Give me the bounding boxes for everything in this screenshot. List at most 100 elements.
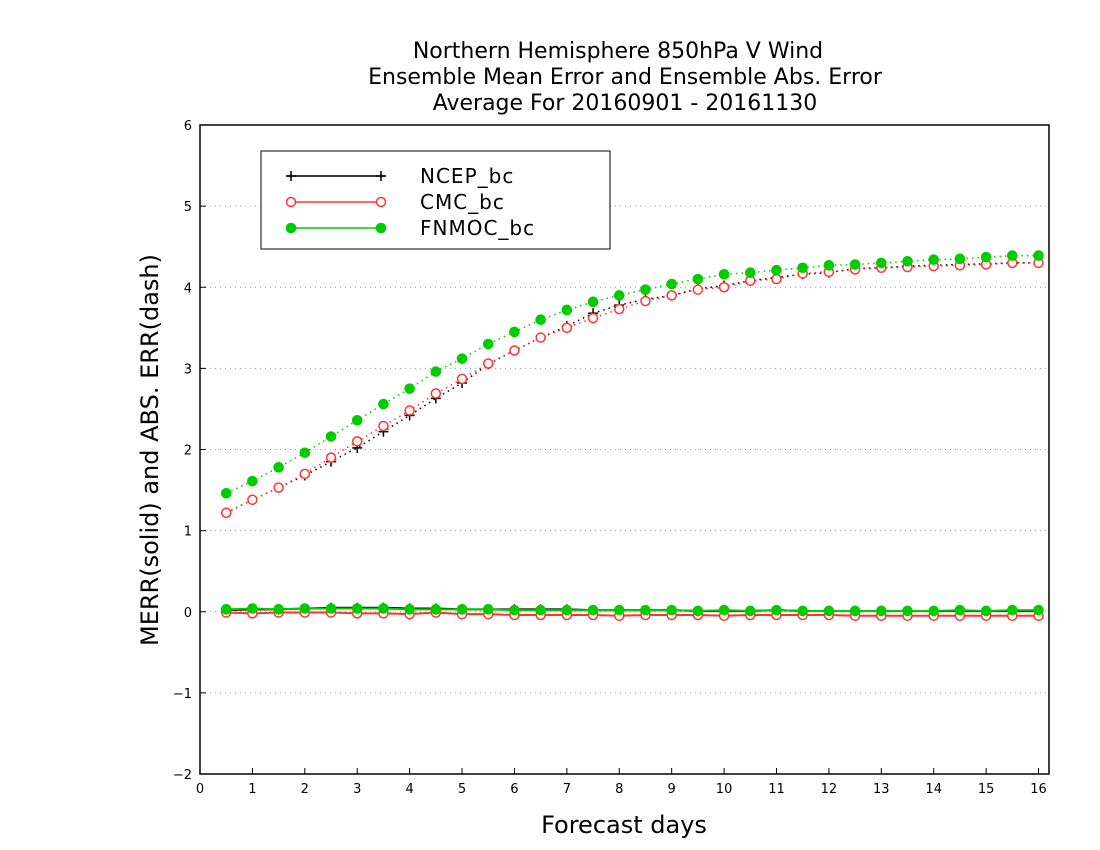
open-circle-marker	[771, 273, 782, 285]
legend-item-cmc-bc: CMC_bc	[285, 190, 505, 214]
filled-circle-marker	[902, 255, 913, 267]
filled-circle-marker	[587, 296, 599, 308]
filled-circle-marker	[375, 222, 387, 234]
series-layer	[220, 250, 1044, 622]
x-tick-label: 0	[196, 782, 204, 797]
x-axis-label: Forecast days	[541, 811, 707, 839]
filled-circle-marker	[954, 604, 966, 616]
filled-circle-marker	[285, 222, 297, 234]
x-tick-label: 9	[668, 782, 676, 797]
y-tick-label: 1	[184, 525, 192, 540]
filled-circle-marker	[849, 605, 861, 617]
filled-circle-marker	[875, 605, 887, 617]
filled-circle-marker	[247, 475, 258, 487]
x-tick-label: 3	[353, 782, 361, 797]
x-tick-label: 14	[925, 782, 942, 797]
filled-circle-marker	[247, 603, 258, 614]
filled-circle-marker	[561, 304, 573, 316]
open-circle-marker	[273, 482, 284, 493]
open-circle-marker	[509, 345, 520, 356]
open-circle-marker	[561, 322, 573, 334]
x-tick-label: 6	[510, 782, 518, 797]
filled-circle-marker	[482, 338, 494, 350]
filled-circle-marker	[692, 605, 704, 617]
filled-circle-marker	[771, 264, 782, 276]
y-tick-label: 4	[184, 281, 192, 296]
grid	[200, 205, 1049, 694]
x-tick-label: 1	[248, 782, 256, 797]
open-circle-marker	[640, 295, 651, 307]
legend-label-ncep-bc: NCEP_bc	[420, 164, 514, 188]
filled-circle-marker	[509, 604, 520, 616]
filled-circle-marker	[273, 462, 284, 473]
filled-circle-marker	[456, 604, 468, 615]
abs-err-line-ncep-bc	[225, 262, 1039, 514]
filled-circle-marker	[351, 414, 363, 426]
y-tick-label: 2	[184, 444, 192, 459]
x-tick-label: 4	[405, 782, 413, 797]
filled-circle-marker	[404, 604, 415, 615]
open-circle-marker	[404, 405, 415, 416]
filled-circle-marker	[744, 605, 756, 617]
open-circle-marker	[666, 290, 677, 301]
filled-circle-marker	[692, 273, 704, 285]
filled-circle-marker	[535, 314, 546, 326]
filled-circle-marker	[928, 254, 940, 265]
x-tick-label: 15	[978, 782, 995, 797]
filled-circle-marker	[220, 604, 232, 615]
filled-circle-marker	[980, 605, 992, 617]
legend-label-cmc-bc: CMC_bc	[420, 190, 505, 214]
open-circle-marker	[535, 332, 546, 343]
open-circle-marker	[692, 284, 704, 295]
open-circle-marker	[285, 196, 297, 208]
open-circle-marker	[220, 507, 232, 519]
open-circle-marker	[718, 282, 730, 293]
filled-circle-marker	[351, 603, 363, 614]
filled-circle-marker	[535, 604, 546, 616]
y-tick-label: −1	[173, 687, 192, 702]
plus-marker	[376, 171, 386, 181]
filled-circle-marker	[509, 326, 520, 338]
filled-circle-marker	[325, 431, 337, 442]
y-axis-label: MERR(solid) and ABS. ERR(dash)	[136, 254, 164, 646]
title-line-1: Northern Hemisphere 850hPa V Wind	[413, 39, 823, 64]
filled-circle-marker	[902, 605, 913, 617]
filled-circle-marker	[797, 605, 808, 617]
filled-circle-marker	[613, 290, 625, 301]
y-tick-label: −2	[173, 768, 192, 783]
filled-circle-marker	[561, 604, 573, 616]
x-tick-label: 11	[768, 782, 785, 797]
filled-circle-marker	[273, 604, 284, 615]
filled-circle-marker	[456, 353, 468, 364]
y-tick-label: 0	[184, 606, 192, 621]
open-circle-marker	[430, 388, 442, 399]
filled-circle-marker	[1033, 604, 1044, 616]
filled-circle-marker	[299, 603, 311, 614]
filled-circle-marker	[797, 262, 808, 274]
filled-circle-marker	[220, 488, 232, 499]
filled-circle-marker	[299, 447, 311, 459]
filled-circle-marker	[404, 383, 415, 394]
title-line-3: Average For 20160901 - 20161130	[433, 91, 818, 116]
filled-circle-marker	[954, 253, 966, 265]
filled-circle-marker	[1007, 604, 1018, 616]
open-circle-marker	[378, 420, 389, 432]
open-circle-marker	[587, 312, 599, 324]
x-tick-label: 10	[716, 782, 733, 797]
open-circle-marker	[482, 358, 494, 369]
chart-title: Northern Hemisphere 850hPa V Wind Ensemb…	[368, 39, 883, 116]
filled-circle-marker	[718, 604, 730, 616]
filled-circle-marker	[928, 605, 940, 617]
filled-circle-marker	[718, 268, 730, 280]
filled-circle-marker	[378, 603, 389, 614]
abs-err-line-fnmoc-bc	[225, 254, 1039, 494]
open-circle-marker	[375, 196, 387, 208]
filled-circle-marker	[613, 604, 625, 616]
filled-circle-marker	[771, 604, 782, 616]
filled-circle-marker	[378, 398, 389, 410]
legend-label-fnmoc-bc: FNMOC_bc	[420, 216, 535, 240]
filled-circle-marker	[823, 260, 835, 271]
